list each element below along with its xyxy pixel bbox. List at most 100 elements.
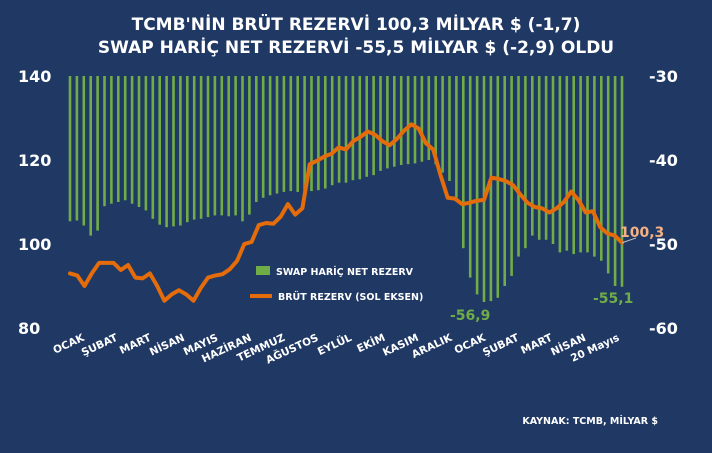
net-reserve-bar (565, 76, 569, 251)
net-reserve-bar (606, 76, 610, 274)
net-reserve-bar (220, 76, 224, 216)
net-reserve-bar (213, 76, 217, 216)
net-reserve-bar (406, 76, 410, 165)
net-reserve-bar (192, 76, 196, 220)
left-axis-tick: 120 (18, 151, 51, 170)
net-reserve-bar (434, 76, 437, 165)
net-reserve-bar (351, 76, 355, 181)
net-reserve-bar (579, 76, 582, 253)
left-axis-tick: 100 (18, 235, 51, 254)
net-reserve-bar (75, 76, 79, 221)
net-reserve-bar (199, 76, 203, 219)
net-reserve-bar (89, 76, 92, 236)
net-reserve-bar (310, 76, 313, 192)
chart-title-line2: SWAP HARİÇ NET REZERVİ -55,5 MİLYAR $ (-… (98, 36, 614, 58)
net-reserve-bar (337, 76, 341, 183)
net-reserve-bar (261, 76, 265, 198)
net-reserve-bar (296, 76, 299, 192)
net-reserve-bar (151, 76, 155, 219)
net-reserve-bar (275, 76, 279, 194)
net-reserve-bar (586, 76, 589, 253)
net-reserve-bar (227, 76, 230, 217)
net-reserve-bar (255, 76, 258, 202)
x-axis-label: ŞUBAT (481, 331, 522, 359)
net-reserve-bar (130, 76, 134, 204)
net-reserve-bar (344, 76, 348, 183)
net-reserve-bar (82, 76, 86, 226)
net-reserve-bar (593, 76, 596, 257)
net-reserve-bar (551, 76, 555, 244)
net-reserve-bar (206, 76, 210, 218)
net-reserve-bar (510, 76, 513, 276)
right-axis-ticks: -60 -50 -40 -30 (649, 67, 678, 338)
net-reserve-bars (68, 76, 624, 302)
net-reserve-bar (117, 76, 120, 202)
net-reserve-bar (537, 76, 541, 240)
net-reserve-bar (330, 76, 334, 186)
right-axis-tick: -50 (649, 235, 678, 254)
net-reserve-bar (524, 76, 527, 249)
x-axis-label: EYLÜL (315, 330, 354, 358)
x-axis-label: NİSAN (147, 330, 187, 358)
net-reserve-bar (172, 76, 175, 227)
legend-swatch-net (256, 266, 270, 275)
net-reserve-bar (289, 76, 293, 192)
net-reserve-bar (489, 76, 493, 302)
net-reserve-bar (620, 76, 624, 287)
net-reserve-bar (158, 76, 161, 225)
gross-callout-line (621, 237, 637, 244)
net-reserve-bar (379, 76, 382, 171)
net-reserve-bar (558, 76, 562, 253)
legend-label-gross: BRÜT REZERV (SOL EKSEN) (278, 292, 423, 303)
net-reserve-bar (234, 76, 237, 216)
net-reserve-bar (268, 76, 272, 196)
chart-title-line1: TCMB'NİN BRÜT REZERVİ 100,3 MİLYAR $ (-1… (132, 13, 581, 35)
net-reserve-bar (427, 76, 431, 160)
right-axis-tick: -30 (649, 67, 678, 86)
gross-last-label: 100,3 (620, 225, 664, 241)
net-reserve-bar (123, 76, 127, 201)
net-last-label: -55,1 (593, 291, 633, 307)
right-axis-tick: -60 (649, 319, 678, 338)
x-axis-labels: OCAKŞUBATMARTNİSANMAYISHAZİRANTEMMUZAĞUS… (51, 330, 621, 367)
net-reserve-bar (482, 76, 486, 302)
net-reserve-bar (324, 76, 327, 189)
net-reserve-bar (572, 76, 575, 255)
right-axis-tick: -40 (649, 151, 678, 170)
net-reserve-bar (462, 76, 465, 249)
net-reserve-bar (144, 76, 148, 211)
net-reserve-bar (303, 76, 306, 191)
gross-reserve-line-layer (68, 122, 624, 303)
net-reserve-bar (68, 76, 72, 222)
left-axis-tick: 140 (18, 67, 51, 86)
net-min-label: -56,9 (450, 308, 490, 324)
net-reserve-bar (96, 76, 99, 231)
net-reserve-bar (475, 76, 479, 295)
net-reserve-bar (441, 76, 444, 173)
net-reserve-bar (110, 76, 113, 204)
net-reserve-bar (137, 76, 141, 207)
gross-reserve-line (68, 122, 624, 303)
net-reserve-bar (241, 76, 244, 222)
net-reserve-bar (248, 76, 251, 215)
net-reserve-bar (317, 76, 320, 191)
net-reserve-bar (365, 76, 368, 177)
net-reserve-bar (165, 76, 168, 228)
net-reserve-bar (103, 76, 106, 207)
net-reserve-bar (393, 76, 396, 167)
net-reserve-bar (420, 76, 424, 162)
net-reserve-bar (179, 76, 182, 226)
legend-label-net: SWAP HARİÇ NET REZERV (276, 267, 414, 278)
net-reserve-bar (496, 76, 500, 298)
net-reserve-bar (531, 76, 534, 236)
net-reserve-bar (386, 76, 389, 169)
net-reserve-bar (448, 76, 451, 181)
net-reserve-bar (282, 76, 286, 192)
net-reserve-bar (358, 76, 362, 180)
net-reserve-bar (399, 76, 403, 165)
legend: SWAP HARİÇ NET REZERV BRÜT REZERV (SOL EK… (250, 266, 423, 303)
net-reserve-bar (517, 76, 520, 257)
net-reserve-bar (413, 76, 417, 164)
